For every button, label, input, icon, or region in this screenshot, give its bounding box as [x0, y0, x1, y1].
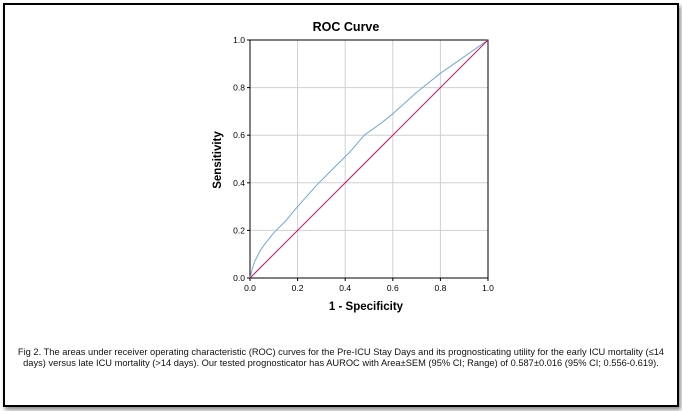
- x-tick-label: 0.2: [292, 283, 304, 293]
- x-axis-label: 1 - Specificity: [329, 301, 404, 313]
- y-tick-label: 0.6: [233, 130, 245, 140]
- figure-frame: ROC Curve 1 - Specificity Sensitivity 0.…: [3, 3, 679, 407]
- reference-diagonal-line: [249, 39, 489, 279]
- y-tick-label: 0.4: [233, 178, 245, 188]
- plot-border: [249, 39, 489, 279]
- x-tick-label: 0.8: [434, 283, 446, 293]
- chart-title: ROC Curve: [313, 20, 380, 34]
- roc-curve-line: [249, 39, 489, 279]
- y-tick-label: 1.0: [233, 35, 245, 45]
- x-tick-label: 0.6: [387, 283, 399, 293]
- x-tick-label: 0.4: [339, 283, 351, 293]
- x-tick-label: 0.0: [244, 283, 256, 293]
- y-tick-label: 0.0: [233, 273, 245, 283]
- y-axis-label: Sensitivity: [212, 131, 224, 189]
- figure-caption: Fig 2. The areas under receiver operatin…: [17, 347, 665, 368]
- y-tick-label: 0.8: [233, 83, 245, 93]
- roc-chart: ROC Curve 1 - Specificity Sensitivity 0.…: [212, 20, 494, 313]
- y-tick-label: 0.2: [233, 225, 245, 235]
- x-tick-label: 1.0: [482, 283, 494, 293]
